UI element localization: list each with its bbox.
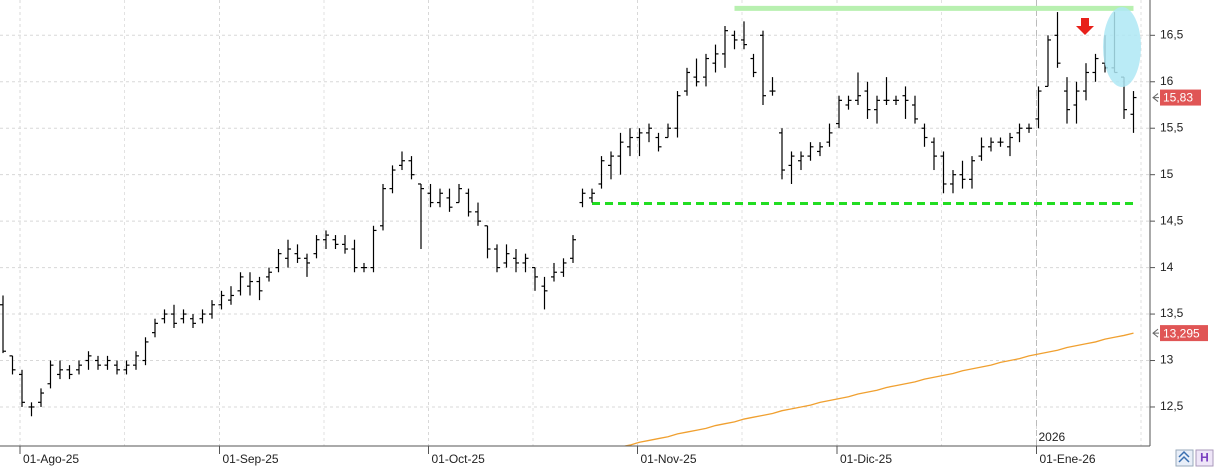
y-tick-label: 14: [1160, 260, 1174, 274]
x-tick-label: 01-Oct-25: [432, 452, 486, 466]
y-tick-label: 14,5: [1160, 213, 1184, 227]
price-label-box: [1160, 89, 1201, 106]
x-tick-label: 01-Ene-26: [1040, 452, 1096, 466]
plot-area: [0, 5, 1137, 446]
price-pointer: [1152, 93, 1159, 102]
price-label: 13,295: [1163, 326, 1200, 340]
axes: 12,5 13 13,5 14 14,5 15 15,5 16 16,5 01-Ago-25 01-…: [19, 27, 1208, 466]
y-tick-label: 16,5: [1160, 27, 1184, 41]
scroll-icon: [1178, 450, 1190, 463]
y-tick-label: 15: [1160, 167, 1174, 181]
y-tick-label: 12,5: [1160, 399, 1184, 413]
h-icon: H: [1200, 451, 1209, 465]
price-label: 15,83: [1163, 91, 1193, 105]
red-arrow: [1076, 18, 1094, 35]
highlight-ellipse: [1103, 7, 1141, 87]
price-label-box: [1160, 325, 1208, 342]
x-tick-label: 01-Nov-25: [641, 452, 697, 466]
y-tick-label: 13,5: [1160, 306, 1184, 320]
moving-average: [621, 332, 1134, 446]
y-tick-label: 15,5: [1160, 120, 1184, 134]
h-button[interactable]: [1195, 449, 1214, 467]
grid: [0, 0, 1150, 446]
price-pointer: [1152, 328, 1159, 338]
x-tick-label: 01-Dic-25: [840, 452, 892, 466]
y-tick-label: 13: [1160, 353, 1174, 367]
x-tick-label: 01-Sep-25: [223, 452, 279, 466]
y-tick-label: 16: [1160, 74, 1174, 88]
x-tick-label: 01-Ago-25: [23, 452, 79, 466]
year-label: 2026: [1039, 430, 1066, 444]
